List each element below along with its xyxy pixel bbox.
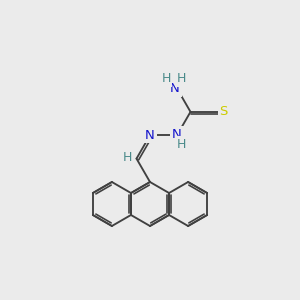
Text: H: H (123, 151, 132, 164)
Text: S: S (220, 105, 228, 119)
Text: H: H (176, 72, 186, 85)
Text: N: N (170, 82, 180, 95)
Text: H: H (161, 72, 171, 85)
Text: N: N (145, 129, 155, 142)
Text: N: N (172, 128, 182, 141)
Text: H: H (176, 138, 186, 151)
